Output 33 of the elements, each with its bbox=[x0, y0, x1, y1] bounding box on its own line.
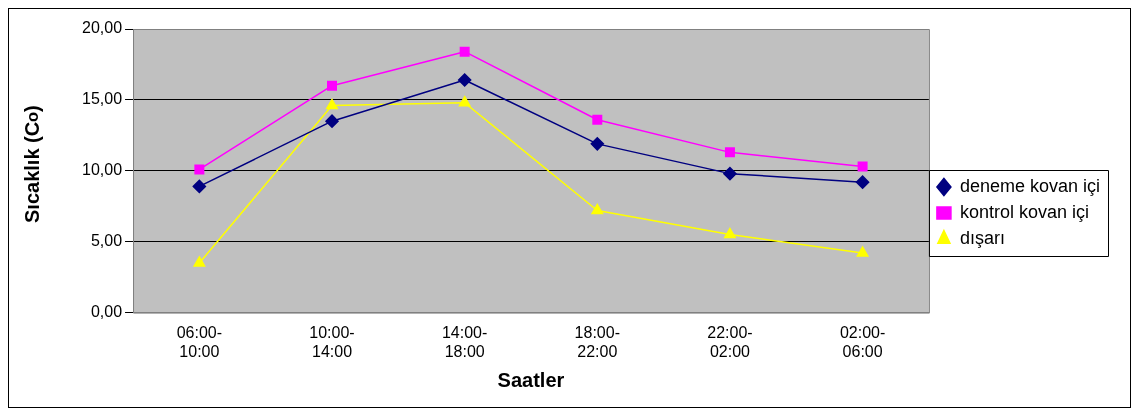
y-tick-label: 15,00 bbox=[81, 90, 123, 108]
point bbox=[457, 73, 472, 87]
point bbox=[459, 46, 470, 57]
y-tick-label: 10,00 bbox=[81, 161, 123, 179]
x-tick-label: 14:00-18:00 bbox=[441, 323, 488, 360]
y-tick-label: 0,00 bbox=[90, 303, 123, 321]
point bbox=[458, 95, 471, 107]
legend-label: deneme kovan içi bbox=[959, 175, 1101, 196]
point bbox=[326, 98, 338, 110]
point bbox=[591, 203, 604, 215]
x-axis-title: Saatler bbox=[497, 368, 565, 391]
y-tick-label: 5,00 bbox=[90, 232, 123, 250]
x-tick-label: 18:00-22:00 bbox=[574, 323, 620, 360]
point bbox=[724, 147, 735, 158]
y-tick-label: 20,00 bbox=[81, 19, 123, 37]
legend-label: dışarı bbox=[959, 227, 1005, 248]
point bbox=[325, 114, 339, 128]
point bbox=[724, 227, 736, 239]
x-tick-label: 22:00-02:00 bbox=[707, 323, 753, 360]
x-tick-label: 10:00-14:00 bbox=[309, 323, 355, 360]
point bbox=[192, 179, 207, 194]
point bbox=[857, 161, 868, 172]
x-tick-label: 02:00-06:00 bbox=[839, 323, 886, 360]
point bbox=[590, 137, 605, 151]
point bbox=[856, 246, 869, 257]
point bbox=[193, 256, 206, 267]
point bbox=[592, 114, 603, 125]
legend-label: kontrol kovan içi bbox=[959, 201, 1089, 222]
point bbox=[194, 164, 205, 175]
point bbox=[327, 80, 337, 91]
point bbox=[723, 166, 737, 181]
point bbox=[855, 175, 870, 189]
x-tick-label: 06:00-10:00 bbox=[176, 323, 223, 360]
